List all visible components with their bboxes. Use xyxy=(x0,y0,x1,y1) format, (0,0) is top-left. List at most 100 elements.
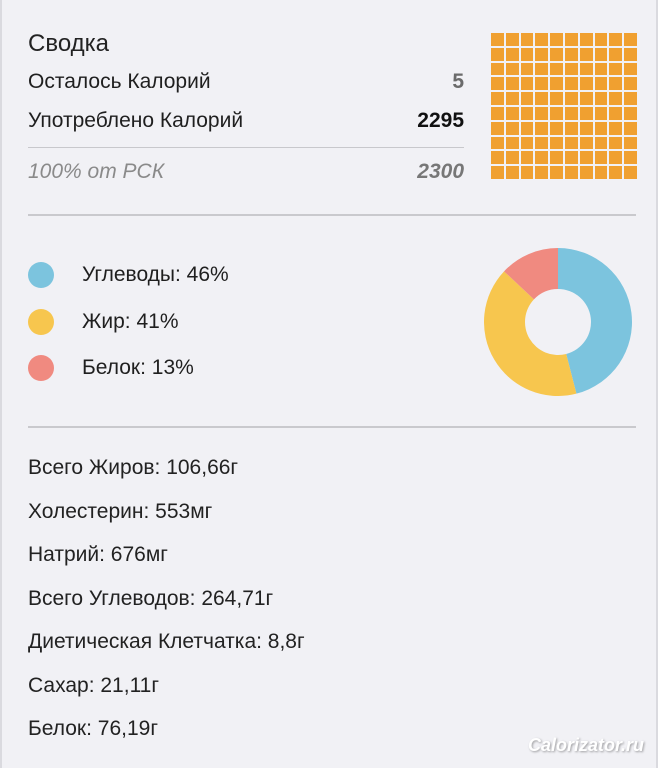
grid-cell xyxy=(535,62,549,76)
grid-cell xyxy=(594,33,608,46)
grid-cell xyxy=(535,47,549,61)
grid-cell xyxy=(609,151,623,165)
grid-cell xyxy=(624,47,637,61)
grid-cell xyxy=(579,121,593,135)
grid-cell xyxy=(565,136,578,150)
grid-cell xyxy=(535,92,549,105)
grid-cell xyxy=(505,121,519,135)
grid-cell xyxy=(491,62,504,76)
fat-dot-icon xyxy=(28,309,54,335)
carbs-dot-icon xyxy=(28,262,54,288)
grid-cell xyxy=(565,33,578,46)
nutrient-fiber: Диетическая Клетчатка: 8,8г xyxy=(28,630,305,653)
nutrient-sugar: Сахар: 21,11г xyxy=(28,674,160,697)
grid-cell xyxy=(579,77,593,91)
grid-cell xyxy=(609,77,623,91)
grid-cell xyxy=(624,121,637,135)
grid-cell xyxy=(565,77,578,91)
left-edge xyxy=(0,0,2,768)
fat-label: Жир: 41% xyxy=(82,310,179,333)
grid-cell xyxy=(491,92,504,105)
grid-cell xyxy=(565,107,578,120)
consumed-calories-row: Употреблено Калорий 2295 xyxy=(28,109,464,133)
grid-cell xyxy=(579,92,593,105)
grid-cell xyxy=(520,47,534,61)
grid-cell xyxy=(550,62,563,76)
grid-cell xyxy=(579,166,593,179)
grid-cell xyxy=(624,92,637,105)
grid-cell xyxy=(491,47,504,61)
grid-cell xyxy=(550,33,563,46)
slice-protein xyxy=(504,248,558,300)
grid-cell xyxy=(520,107,534,120)
grid-cell xyxy=(535,151,549,165)
summary-divider xyxy=(28,147,464,148)
grid-cell xyxy=(609,33,623,46)
nutrient-protein: Белок: 76,19г xyxy=(28,717,158,740)
grid-cell xyxy=(565,92,578,105)
grid-cell xyxy=(491,33,504,46)
grid-cell xyxy=(520,92,534,105)
grid-cell xyxy=(520,121,534,135)
legend-item-carbs: Углеводы: 46% xyxy=(28,262,229,288)
grid-cell xyxy=(491,121,504,135)
grid-cell xyxy=(550,121,563,135)
grid-cell xyxy=(505,107,519,120)
grid-cell xyxy=(535,33,549,46)
consumed-calories-label: Употреблено Калорий xyxy=(28,109,244,132)
grid-cell xyxy=(624,77,637,91)
carbs-label: Углеводы: 46% xyxy=(82,263,229,286)
grid-cell xyxy=(609,92,623,105)
macro-donut-chart xyxy=(484,248,632,396)
grid-cell xyxy=(505,47,519,61)
remaining-calories-value: 5 xyxy=(452,70,464,93)
grid-cell xyxy=(624,107,637,120)
grid-cell xyxy=(550,107,563,120)
remaining-calories-label: Осталось Калорий xyxy=(28,70,211,93)
nutrient-sodium: Натрий: 676мг xyxy=(28,543,168,566)
slice-carbs xyxy=(558,248,632,394)
nutrient-cholesterol: Холестерин: 553мг xyxy=(28,500,213,523)
legend-item-protein: Белок: 13% xyxy=(28,355,194,381)
grid-cell xyxy=(609,136,623,150)
rsk-row: 100% от РСК 2300 xyxy=(28,160,464,184)
grid-cell xyxy=(550,151,563,165)
grid-cell xyxy=(550,47,563,61)
grid-cell xyxy=(505,136,519,150)
grid-cell xyxy=(594,136,608,150)
grid-cell xyxy=(520,151,534,165)
grid-cell xyxy=(491,77,504,91)
protein-label: Белок: 13% xyxy=(82,356,194,379)
grid-cell xyxy=(624,136,637,150)
grid-cell xyxy=(609,62,623,76)
nutrient-total-carbs: Всего Углеводов: 264,71г xyxy=(28,587,274,610)
grid-cell xyxy=(579,33,593,46)
grid-cell xyxy=(535,107,549,120)
slice-fat xyxy=(484,271,577,396)
grid-cell xyxy=(579,62,593,76)
grid-cell xyxy=(550,166,563,179)
grid-cell xyxy=(624,166,637,179)
grid-cell xyxy=(550,92,563,105)
grid-cell xyxy=(520,166,534,179)
grid-cell xyxy=(535,166,549,179)
rsk-label: 100% от РСК xyxy=(28,160,165,183)
grid-cell xyxy=(535,136,549,150)
grid-cell xyxy=(594,151,608,165)
grid-cell xyxy=(505,166,519,179)
grid-cell xyxy=(491,107,504,120)
rsk-value: 2300 xyxy=(417,160,464,183)
nutrient-total-fat: Всего Жиров: 106,66г xyxy=(28,456,239,479)
section-divider xyxy=(28,214,636,216)
grid-cell xyxy=(624,33,637,46)
remaining-calories-row: Осталось Калорий 5 xyxy=(28,70,464,94)
grid-cell xyxy=(594,62,608,76)
section-divider xyxy=(28,426,636,428)
grid-cell xyxy=(550,136,563,150)
right-edge xyxy=(656,0,658,768)
grid-cell xyxy=(505,151,519,165)
grid-cell xyxy=(565,62,578,76)
watermark: Calorizator.ru xyxy=(527,735,644,755)
legend-item-fat: Жир: 41% xyxy=(28,309,179,335)
grid-cell xyxy=(565,121,578,135)
